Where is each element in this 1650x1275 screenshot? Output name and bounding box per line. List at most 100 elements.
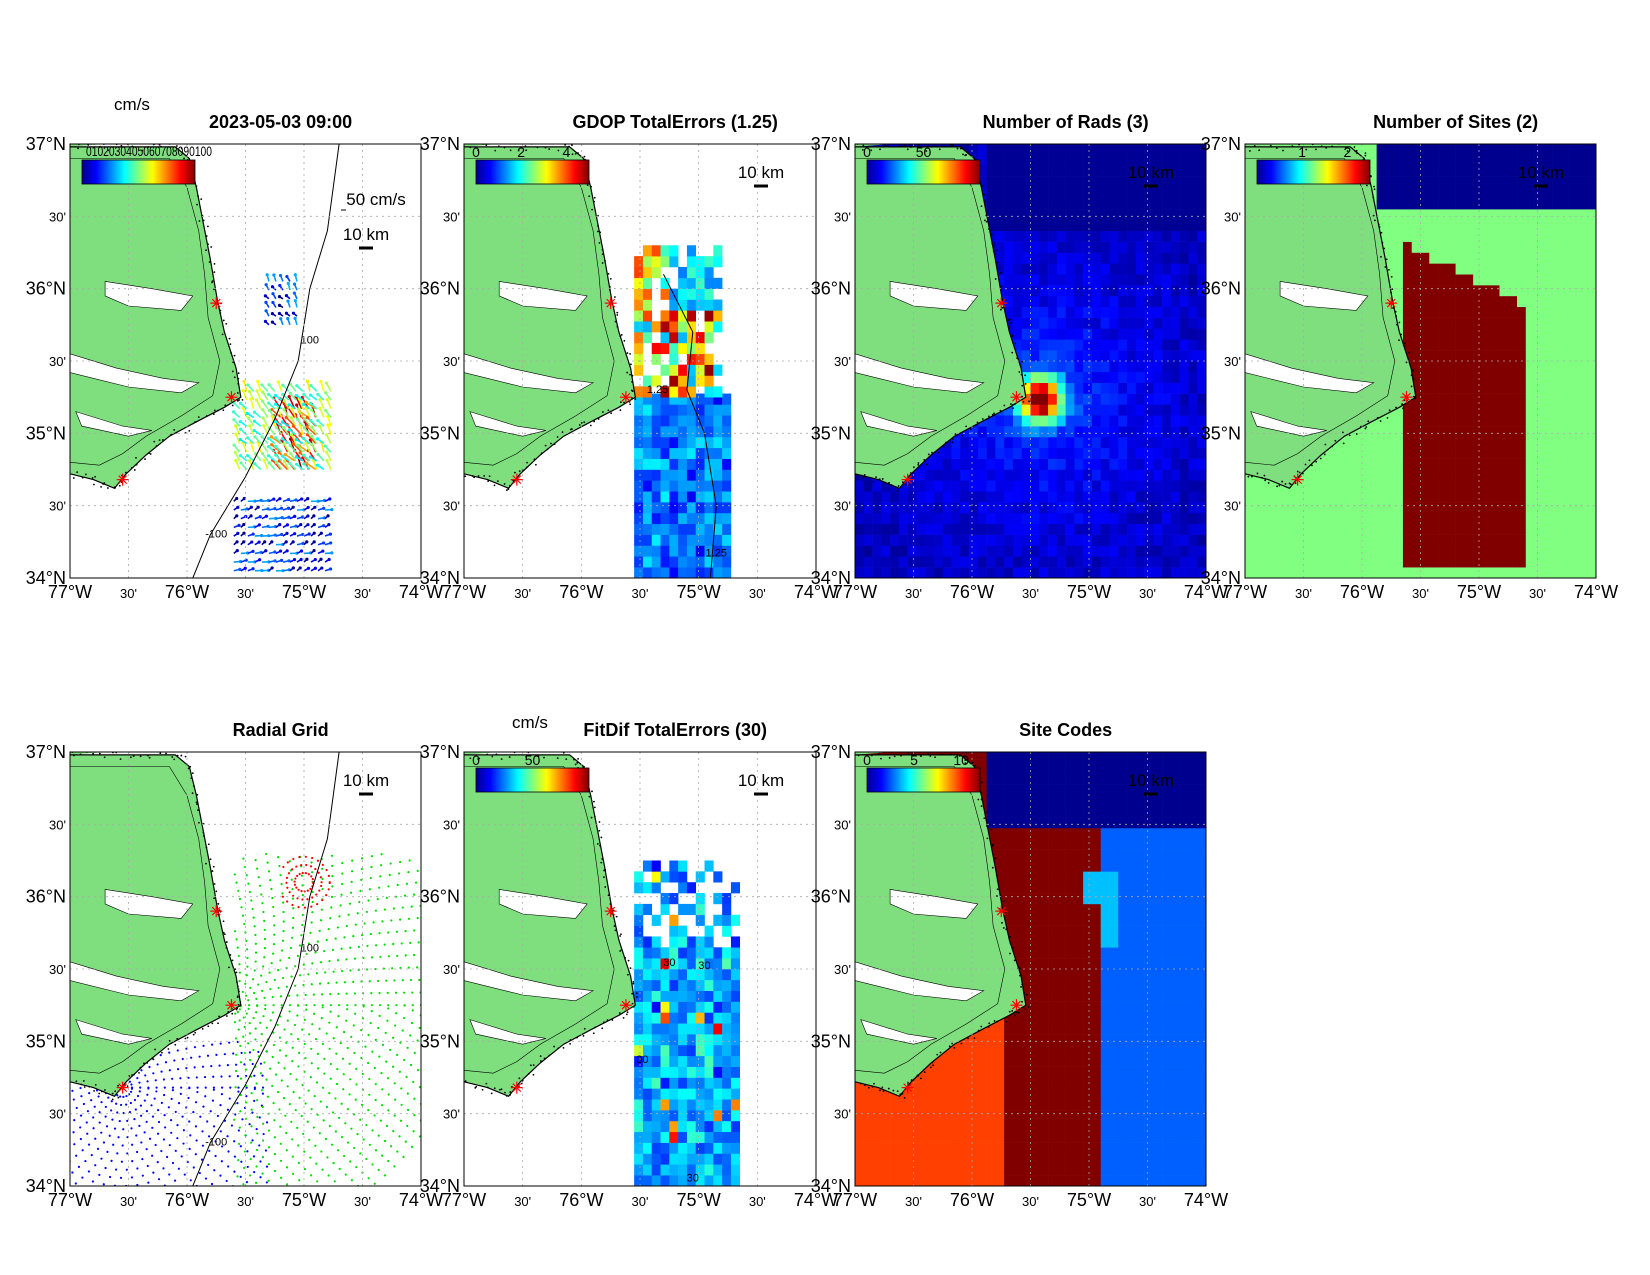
heat-cell xyxy=(1473,306,1483,318)
heat-cell xyxy=(1004,144,1014,156)
heat-cell xyxy=(642,534,653,546)
heat-cell xyxy=(1030,361,1040,373)
heat-cell xyxy=(1455,176,1465,188)
heat-cell xyxy=(1376,469,1386,481)
heat-cell xyxy=(1179,361,1189,373)
heat-cell xyxy=(1473,458,1483,470)
heat-cell xyxy=(1394,252,1404,264)
coastline xyxy=(464,146,636,490)
heat-cell xyxy=(1534,382,1544,394)
heat-cell xyxy=(951,436,961,449)
heat-cell xyxy=(1517,350,1527,362)
heat-cell xyxy=(1197,285,1206,297)
heat-cell xyxy=(1552,317,1562,329)
heat-cell xyxy=(669,332,679,344)
heat-cell xyxy=(1048,545,1058,557)
heat-cell xyxy=(1127,371,1137,383)
heat-cell xyxy=(1004,252,1014,264)
heat-cell xyxy=(1464,350,1474,362)
heat-cell xyxy=(1118,436,1128,449)
heat-cell xyxy=(1560,523,1570,535)
heat-cell xyxy=(1127,274,1137,286)
heat-cell xyxy=(1004,523,1014,535)
heat-cell xyxy=(1464,198,1474,210)
heat-cell xyxy=(713,436,723,449)
heat-cell xyxy=(1056,556,1066,568)
heat-cell xyxy=(1135,285,1145,297)
coast-dot xyxy=(959,147,962,150)
heat-cell xyxy=(686,458,697,470)
heat-cell xyxy=(669,375,679,387)
heat-cell xyxy=(1135,144,1145,156)
heat-cell xyxy=(1179,534,1189,546)
heat-cell xyxy=(634,266,644,279)
heat-cell xyxy=(1179,491,1189,503)
heat-cell xyxy=(1517,415,1527,427)
heat-cell xyxy=(634,426,644,438)
heat-cell xyxy=(1569,371,1579,383)
heat-cell xyxy=(1402,404,1413,416)
heat-cell xyxy=(1197,512,1206,525)
heat-cell xyxy=(1039,176,1049,188)
heat-cell xyxy=(1429,154,1439,166)
heat-cell xyxy=(660,447,670,459)
colorbar-label: cm/s xyxy=(114,95,150,114)
heat-cell xyxy=(1508,361,1518,373)
heat-cell xyxy=(686,545,697,557)
heat-cell xyxy=(1385,512,1395,525)
lon-tick-label: 74°W xyxy=(399,582,443,602)
coast-dot xyxy=(1282,149,1284,152)
heat-cell xyxy=(1271,556,1281,568)
coast-dot xyxy=(1028,400,1030,403)
heat-cell xyxy=(1420,556,1430,568)
heat-cell xyxy=(660,426,670,438)
heat-cell xyxy=(1473,361,1483,373)
coast-dot xyxy=(1013,403,1016,406)
heat-cell xyxy=(634,458,644,470)
heat-cell xyxy=(1144,339,1154,351)
heat-cell xyxy=(1525,144,1535,156)
heat-cell xyxy=(942,567,952,578)
heat-cell xyxy=(1587,241,1596,253)
radial-grid-point xyxy=(144,1074,147,1077)
heat-cell xyxy=(1074,252,1084,264)
coast-dot xyxy=(1410,374,1413,377)
heat-cell xyxy=(1118,339,1128,351)
heat-cell xyxy=(1091,371,1101,383)
coast-dot xyxy=(1341,431,1344,434)
radial-grid-point xyxy=(115,1102,118,1105)
heat-cell xyxy=(1065,426,1075,438)
heat-cell xyxy=(1473,447,1483,459)
coast-dot xyxy=(896,489,899,492)
coast-dot xyxy=(1334,439,1337,442)
heat-cell xyxy=(1170,328,1180,340)
heat-cell xyxy=(660,277,670,289)
heat-cell xyxy=(1065,285,1075,297)
heat-cell xyxy=(1411,447,1421,459)
site-marker xyxy=(116,473,129,486)
heat-cell xyxy=(890,545,900,557)
vector-head xyxy=(295,403,299,407)
coast-dot xyxy=(91,476,94,479)
vector-head xyxy=(248,424,252,428)
vector-head xyxy=(325,450,329,454)
heat-cell xyxy=(863,567,873,578)
heat-cell xyxy=(669,480,679,492)
coast-dot xyxy=(1311,464,1313,467)
heat-cell xyxy=(1188,371,1198,383)
heat-cell xyxy=(1411,534,1421,546)
heat-cell xyxy=(678,288,688,300)
heat-cell xyxy=(1197,154,1206,166)
panel-title: GDOP TotalErrors (1.25) xyxy=(572,112,777,132)
heat-cell xyxy=(642,277,653,289)
heat-cell xyxy=(1455,371,1465,383)
heat-cell xyxy=(1332,512,1342,525)
coast-dot xyxy=(188,430,191,432)
coast-dot xyxy=(102,483,105,485)
heat-cell xyxy=(1534,295,1544,308)
heat-cell xyxy=(977,502,987,514)
heat-cell xyxy=(977,426,987,438)
coast-dot xyxy=(580,421,583,424)
heat-cell xyxy=(1402,317,1413,329)
heat-cell xyxy=(704,310,714,322)
